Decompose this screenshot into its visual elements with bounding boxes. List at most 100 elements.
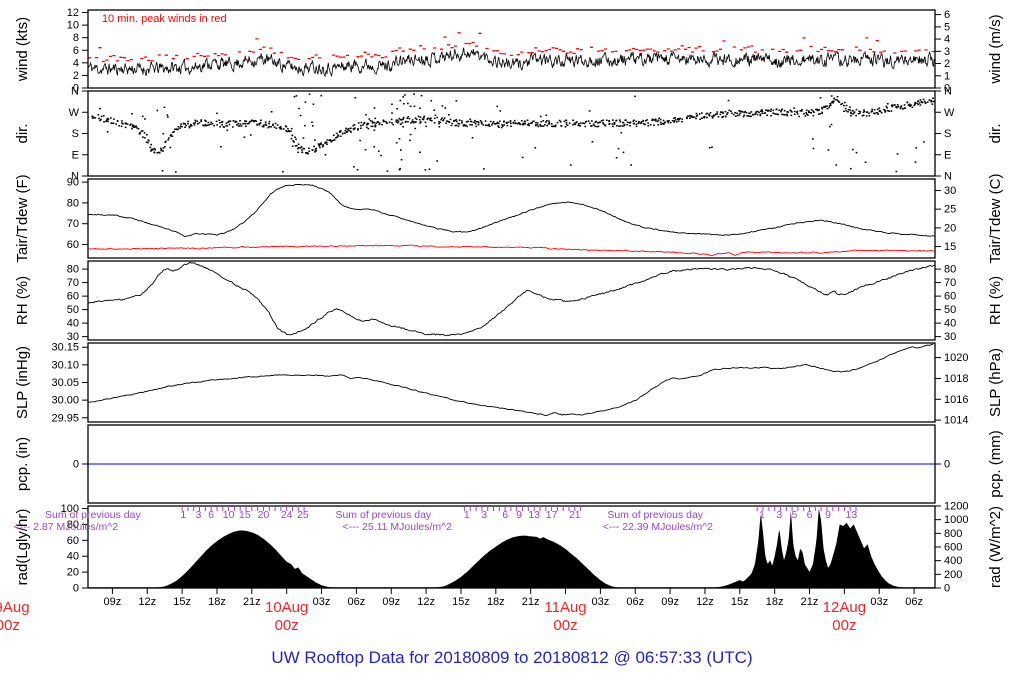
x-tick-label: 12z (417, 596, 435, 608)
y-tick-label-right: 1016 (944, 394, 968, 406)
dewpoint-temperature (88, 244, 935, 257)
y-tick-label-left: E (72, 149, 79, 161)
y-tick-label-left: 80 (67, 264, 79, 276)
mj-cumulative-label: 1 (180, 509, 186, 521)
x-tick-label: 12z (696, 596, 714, 608)
y-tick-label-left: 20 (67, 567, 79, 579)
y-tick-label-right: 0 (944, 583, 950, 595)
y-axis-label-left: SLP (inHg) (14, 346, 31, 419)
sum-prev-day-label: Sum of previous day (335, 509, 431, 521)
y-tick-label-left: 30.00 (51, 395, 79, 407)
date-label: 12Aug (823, 599, 866, 616)
y-tick-label-left: S (72, 128, 79, 140)
y-tick-label-right: 1020 (944, 352, 968, 364)
sum-prev-day-label: Sum of previous day (607, 509, 703, 521)
y-tick-label-right: 2 (944, 58, 950, 70)
mj-cumulative-label: 6 (807, 509, 813, 521)
x-tick-label: 18z (208, 596, 226, 608)
y-tick-label-right: S (944, 128, 951, 140)
mj-cumulative-label: 9 (825, 509, 831, 521)
y-tick-label-left: 6 (73, 45, 79, 57)
y-axis-label-right: pcp. (mm) (987, 430, 1004, 498)
y-axis-label-left: rad(Lgly/hr) (14, 509, 31, 586)
y-tick-label-left: 0 (73, 583, 79, 595)
y-tick-label-right: 400 (944, 555, 962, 567)
x-tick-label: 12z (138, 596, 156, 608)
x-tick-label: 21z (522, 596, 540, 608)
mj-cumulative-label: 25 (297, 509, 309, 521)
x-tick-label: 06z (905, 596, 923, 608)
y-tick-label-right: 1 (944, 70, 950, 82)
y-tick-label-right: 0 (944, 83, 950, 95)
date-label-sub: 00z (275, 617, 299, 634)
mj-cumulative-ticks (463, 506, 582, 511)
y-tick-label-right: 70 (944, 277, 956, 289)
y-axis-label-left: RH (%) (14, 276, 31, 325)
sum-prev-day-value: <--- 2.87 MJoules/m^2 (14, 521, 119, 533)
y-tick-label-left: 70 (67, 218, 79, 230)
x-tick-label: 03z (313, 596, 331, 608)
y-tick-label-right: W (944, 107, 955, 119)
y-tick-label-right: 60 (944, 291, 956, 303)
y-tick-label-left: 10 (67, 20, 79, 32)
mj-cumulative-label: 6 (502, 509, 508, 521)
panel-series-temp (88, 183, 935, 257)
y-tick-label-right: 30 (944, 331, 956, 343)
y-tick-label-right: E (944, 149, 951, 161)
x-tick-label: 15z (731, 596, 749, 608)
x-tick-label: 06z (626, 596, 644, 608)
y-tick-label-right: 4 (944, 34, 950, 46)
panel-border (87, 90, 936, 177)
y-tick-label-left: 60 (67, 291, 79, 303)
y-tick-label-left: 29.95 (51, 412, 79, 424)
sea-level-pressure (88, 343, 934, 416)
mj-cumulative-ticks (756, 506, 857, 511)
y-tick-label-left: 30.15 (51, 342, 79, 354)
x-tick-label: 15z (173, 596, 191, 608)
x-tick-label: 06z (348, 596, 366, 608)
sum-prev-day-value: <--- 22.39 MJoules/m^2 (603, 521, 713, 533)
date-label-sub: 00z (832, 617, 856, 634)
mj-cumulative-label: 3 (481, 509, 487, 521)
y-tick-label-left: 50 (67, 304, 79, 316)
air-temperature (88, 183, 935, 238)
panel-border (87, 178, 936, 259)
mj-cumulative-label: 3 (195, 509, 201, 521)
y-tick-label-right: N (944, 86, 952, 98)
mj-cumulative-label: 21 (569, 509, 581, 521)
date-label-sub: 00z (0, 617, 20, 634)
y-tick-label-right: 30 (944, 185, 956, 197)
mj-cumulative-label: 1 (464, 509, 470, 521)
panel-annotation: 10 min. peak winds in red (102, 13, 227, 25)
y-tick-label-right: 600 (944, 542, 962, 554)
y-axis-label-left: dir. (14, 123, 31, 143)
y-tick-label-left: 80 (67, 197, 79, 209)
y-tick-label-left: 70 (67, 277, 79, 289)
y-tick-label-left: 8 (73, 32, 79, 44)
mj-cumulative-label: 13 (846, 509, 858, 521)
y-tick-label-left: 30.05 (51, 377, 79, 389)
x-tick-label: 15z (452, 596, 470, 608)
y-tick-label-right: 20 (944, 222, 956, 234)
y-tick-label-left: 12 (67, 7, 79, 19)
mj-cumulative-ticks (181, 506, 305, 511)
sum-prev-day-value: <--- 25.11 MJoules/m^2 (342, 521, 452, 533)
y-tick-label-left: 4 (73, 57, 79, 69)
panel-series-wind (88, 32, 935, 78)
y-tick-label-left: 40 (67, 551, 79, 563)
x-tick-label: 18z (766, 596, 784, 608)
y-tick-label-right: 1000 (944, 514, 968, 526)
y-tick-label-right: 3 (944, 46, 950, 58)
y-tick-label-right: 0 (944, 459, 950, 471)
y-tick-label-left: 2 (73, 70, 79, 82)
x-tick-label: 03z (870, 596, 888, 608)
y-tick-label-left: 80 (67, 519, 79, 531)
solar-radiation (157, 508, 902, 588)
date-label-sub: 00z (553, 617, 577, 634)
mj-cumulative-label: 3 (776, 509, 782, 521)
mj-cumulative-label: 9 (516, 509, 522, 521)
y-axis-label-left: wind (kts) (14, 17, 31, 82)
y-tick-label-right: 200 (944, 569, 962, 581)
mj-cumulative-label: 1 (759, 509, 765, 521)
